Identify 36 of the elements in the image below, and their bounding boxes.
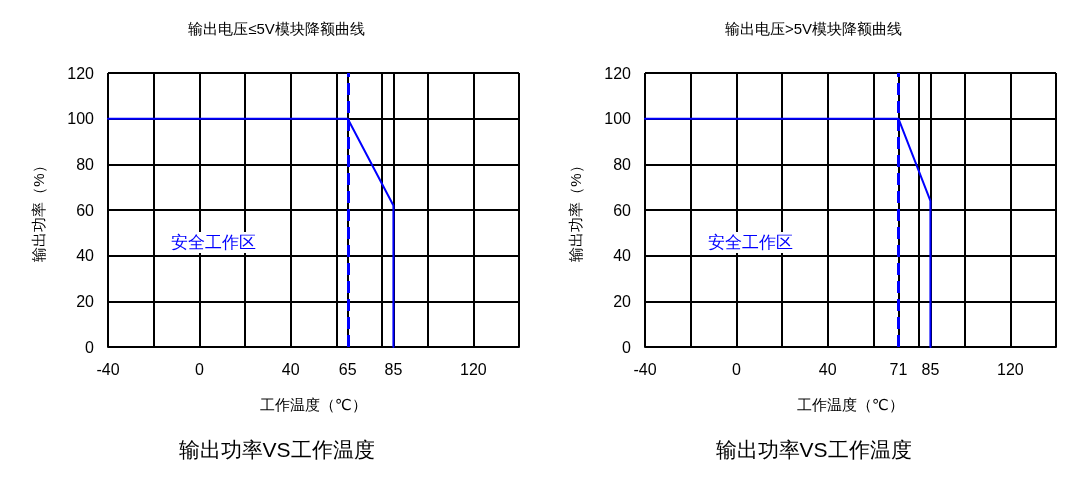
x-tick-label: 65 — [338, 360, 357, 378]
x-tick-label: 40 — [818, 360, 837, 378]
y-tick-label: 60 — [76, 201, 95, 219]
y-axis-title: 输出功率（%） — [30, 158, 47, 262]
text: 输出功率VS工作温度 — [715, 438, 912, 461]
x-axis-title: 工作温度（℃） — [260, 396, 367, 413]
y-tick-label: 0 — [622, 338, 632, 356]
x-tick-label: 0 — [194, 360, 204, 378]
x-tick-label: -40 — [633, 360, 657, 378]
y-tick-label: 0 — [85, 338, 95, 356]
annotation: 安全工作区 — [708, 233, 793, 252]
y-tick-label: 20 — [613, 292, 632, 310]
x-tick-label: 85 — [384, 360, 403, 378]
y-tick-label: 20 — [76, 292, 95, 310]
annotation: 安全工作区 — [171, 233, 256, 252]
x-tick-label: 71 — [889, 360, 908, 378]
y-tick-label: 100 — [604, 110, 632, 128]
y-tick-label: 80 — [76, 155, 95, 173]
x-tick-label: 0 — [731, 360, 741, 378]
text: 输出功率VS工作温度 — [178, 438, 375, 461]
y-tick-label: 60 — [613, 201, 632, 219]
y-tick-label: 80 — [613, 155, 632, 173]
y-axis-title: 输出功率（%） — [567, 158, 584, 262]
x-axis-title: 工作温度（℃） — [797, 396, 904, 413]
y-tick-label: 120 — [67, 64, 95, 82]
y-tick-label: 100 — [67, 110, 95, 128]
y-tick-label: 40 — [613, 247, 632, 265]
x-tick-label: -40 — [96, 360, 120, 378]
y-tick-label: 40 — [76, 247, 95, 265]
x-tick-label: 85 — [921, 360, 940, 378]
x-tick-label: 40 — [281, 360, 300, 378]
chart-title: 输出电压>5V模块降额曲线 — [724, 20, 903, 37]
y-tick-label: 120 — [604, 64, 632, 82]
x-tick-label: 120 — [996, 360, 1024, 378]
chart-title: 输出电压≤5V模块降额曲线 — [188, 20, 365, 37]
x-tick-label: 120 — [459, 360, 487, 378]
